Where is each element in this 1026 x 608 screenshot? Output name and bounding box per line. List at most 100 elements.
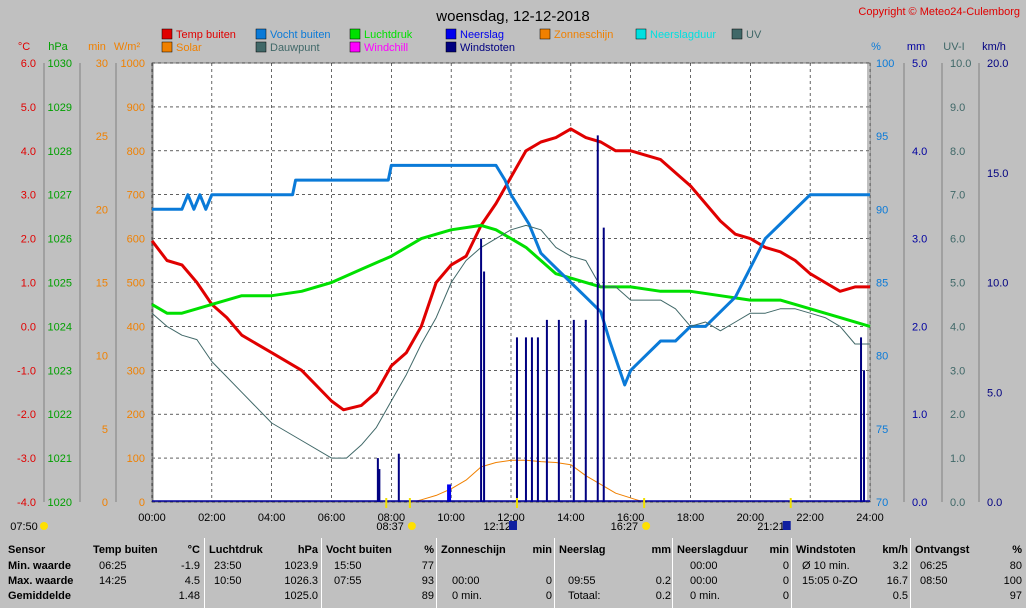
stat-value: 4.5	[184, 575, 200, 587]
legend-label: Luchtdruk	[364, 29, 413, 41]
axis-tick-temp: -2.0	[17, 409, 36, 421]
axis-tick-uv: 5.0	[950, 278, 965, 290]
axis-unit-wind: km/h	[982, 41, 1006, 53]
stat-block-unit: hPa	[297, 544, 318, 556]
axis-tick-minutes: 10	[96, 351, 108, 363]
stat-value: 1023.9	[284, 560, 318, 572]
stat-block-title: Vocht buiten	[326, 544, 392, 556]
stat-time: 0 min.	[452, 590, 482, 602]
stat-block-unit: min	[532, 544, 552, 556]
table-separator	[436, 538, 437, 608]
legend-swatch	[445, 28, 457, 40]
x-tick-label: 18:00	[677, 512, 705, 524]
stat-time: 23:50	[214, 560, 242, 572]
x-tick-label: 14:00	[557, 512, 585, 524]
stat-value: 1025.0	[284, 590, 318, 602]
stat-value: 80	[1009, 560, 1022, 572]
table-separator	[321, 538, 322, 608]
axis-tick-minutes: 20	[96, 204, 108, 216]
axis-tick-uv: 0.0	[950, 497, 965, 509]
axis-tick-wind: 5.0	[987, 387, 1002, 399]
axis-tick-minutes: 5	[102, 424, 108, 436]
stat-value: -1.9	[181, 560, 200, 572]
stat-value: 0	[782, 560, 789, 572]
stat-block-unit: mm	[651, 544, 671, 556]
axis-tick-rain: 1.0	[912, 409, 927, 421]
axis-tick-solar: 300	[127, 365, 145, 377]
legend-label: Solar	[176, 42, 202, 54]
stat-block-title: Neerslagduur	[677, 544, 748, 556]
weather-chart: °C 6.0 5.0 4.0 3.0 2.0 1.0 0.0 -1.0 -2.0 -3.0 -4.0 h…	[10, 6, 1020, 533]
axis-tick-pressure: 1020	[48, 497, 72, 509]
axis-tick-pressure: 1027	[48, 190, 72, 202]
axis-tick-minutes: 15	[96, 278, 108, 290]
axis-tick-solar: 1000	[121, 58, 145, 70]
axis-tick-rain: 5.0	[912, 58, 927, 70]
x-tick-label: 10:00	[437, 512, 465, 524]
series-line-dauwpunt	[151, 224, 870, 459]
legend-label: Neerslagduur	[650, 29, 716, 41]
axis-tick-temp: -1.0	[17, 365, 36, 377]
x-tick-label: 20:00	[737, 512, 765, 524]
axis-tick-wind: 0.0	[987, 497, 1002, 509]
stat-value: 77	[421, 560, 434, 572]
table-separator	[672, 538, 673, 608]
axis-unit-minutes: min	[88, 41, 106, 53]
axis-tick-uv: 9.0	[950, 102, 965, 114]
stat-block-unit: %	[1012, 544, 1022, 556]
axis-unit-rain: mm	[907, 41, 925, 53]
stat-block-unit: km/h	[882, 544, 908, 556]
axis-tick-minutes: 30	[96, 58, 108, 70]
chart-title: woensdag, 12-12-2018	[435, 8, 589, 25]
axis-tick-minutes: 0	[102, 497, 108, 509]
half-sun-icon	[508, 521, 517, 530]
series-line-vocht-buiten	[152, 163, 870, 387]
axis-tick-pressure: 1028	[48, 146, 72, 158]
stat-value: 1026.3	[284, 575, 318, 587]
axis-tick-temp: 0.0	[21, 321, 36, 333]
legend-label: UV	[746, 29, 762, 41]
axis-tick-uv: 1.0	[950, 453, 965, 465]
x-tick-label: 00:00	[138, 512, 166, 524]
stat-block-title: Ontvangst	[915, 544, 970, 556]
x-tick-label: 12:00	[497, 512, 525, 524]
stat-time: 07:55	[334, 575, 362, 587]
stat-block-title: Zonneschijn	[441, 544, 506, 556]
stat-value: 0	[545, 590, 552, 602]
legend-swatch	[255, 28, 267, 40]
sun-icon	[40, 522, 48, 530]
axis-tick-temp: 3.0	[21, 190, 36, 202]
axis-unit-pressure: hPa	[48, 41, 68, 53]
x-tick-label: 02:00	[198, 512, 226, 524]
stat-value: 0	[545, 575, 552, 587]
legend-swatch	[349, 28, 361, 40]
neerslag-bar	[447, 484, 452, 502]
axis-tick-solar: 100	[127, 453, 145, 465]
x-tick-label: 04:00	[258, 512, 286, 524]
axis-tick-pressure: 1022	[48, 409, 72, 421]
axis-tick-solar: 400	[127, 321, 145, 333]
axis-tick-solar: 600	[127, 234, 145, 246]
axis-tick-pressure: 1025	[48, 278, 72, 290]
axis-tick-rain: 2.0	[912, 321, 927, 333]
legend-swatch	[255, 41, 267, 53]
axis-tick-solar: 200	[127, 409, 145, 421]
stat-time: Totaal:	[568, 590, 601, 602]
axis-tick-uv: 10.0	[950, 58, 971, 70]
axis-tick-humidity: 75	[876, 424, 888, 436]
stat-value: 89	[421, 590, 434, 602]
stat-time: 00:00	[690, 560, 718, 572]
stat-time: 06:25	[920, 560, 948, 572]
stat-value: 16.7	[886, 575, 908, 587]
axis-tick-humidity: 90	[876, 204, 888, 216]
axis-tick-uv: 7.0	[950, 190, 965, 202]
legend-label: Windstoten	[460, 42, 515, 54]
axis-tick-humidity: 95	[876, 131, 888, 143]
legend-label: Vocht buiten	[270, 29, 331, 41]
time-marker-label: 07:50	[10, 521, 38, 533]
legend-swatch	[539, 28, 551, 40]
legend-label: Windchill	[364, 42, 408, 54]
axis-tick-humidity: 85	[876, 278, 888, 290]
stat-time: 00:00	[452, 575, 480, 587]
axis-tick-rain: 3.0	[912, 234, 927, 246]
